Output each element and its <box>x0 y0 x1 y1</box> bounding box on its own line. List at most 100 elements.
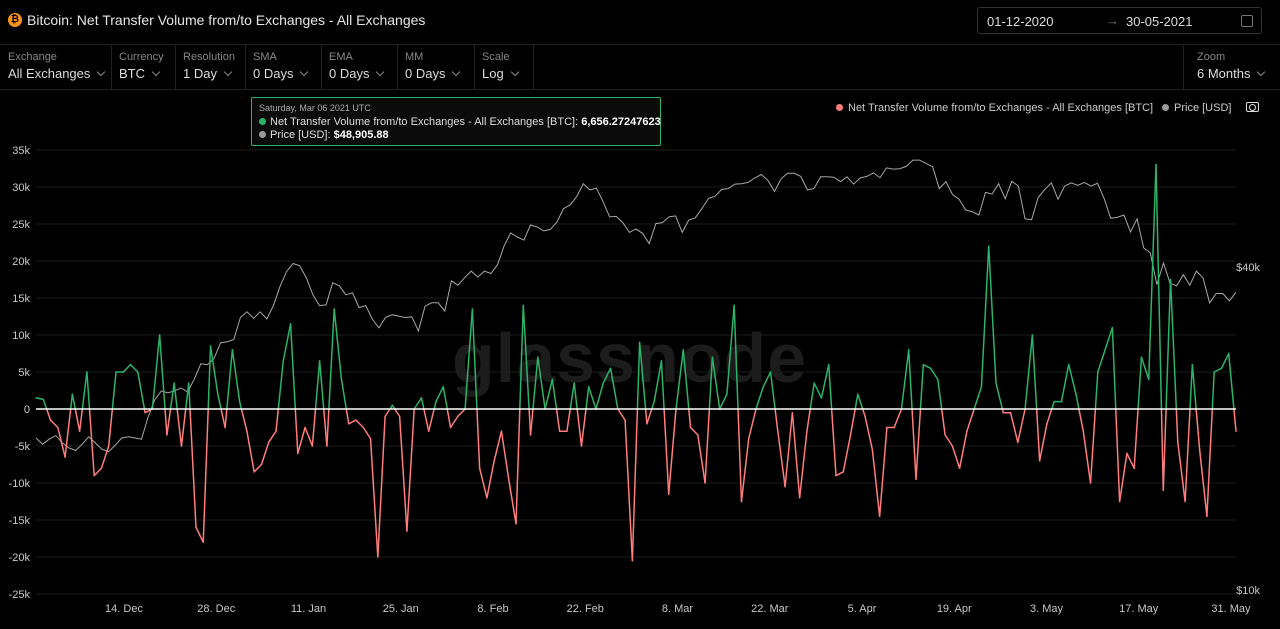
net-transfer-segment <box>1060 363 1070 403</box>
date-from[interactable]: 01-12-2020 <box>987 14 1054 29</box>
currency-label: Currency <box>119 51 164 63</box>
scale-select[interactable]: Scale Log <box>474 45 534 89</box>
net-transfer-segment <box>1162 408 1167 492</box>
net-transfer-segment <box>294 408 299 455</box>
exchange-select[interactable]: Exchange All Exchanges <box>0 45 112 89</box>
mm-value[interactable]: 0 Days <box>405 66 459 81</box>
sma-select[interactable]: SMA 0 Days <box>245 45 322 89</box>
x-tick-label: 28. Dec <box>197 603 235 615</box>
net-transfer-segment <box>35 397 45 401</box>
net-transfer-segment <box>260 441 270 466</box>
net-transfer-segment <box>1094 371 1099 410</box>
net-transfer-segment <box>755 386 765 410</box>
net-transfer-segment <box>176 408 183 447</box>
net-transfer-segment <box>922 363 932 370</box>
net-transfer-segment <box>362 426 372 440</box>
net-transfer-segment <box>929 367 939 381</box>
date-range-picker[interactable]: 01-12-2020 → 30-05-2021 <box>977 7 1262 34</box>
net-transfer-segment <box>951 445 961 469</box>
net-transfer-segment <box>1031 334 1038 410</box>
x-tick-label: 14. Dec <box>105 603 143 615</box>
arrow-right-icon: → <box>1106 13 1119 28</box>
net-transfer-segment <box>1024 334 1034 410</box>
net-transfer-segment <box>224 408 228 429</box>
camera-icon[interactable] <box>1246 102 1259 112</box>
x-tick-label: 19. Apr <box>937 603 972 615</box>
net-transfer-segment <box>328 308 335 410</box>
y-right-tick-label: $40k <box>1236 262 1260 274</box>
zoom-value[interactable]: 6 Months <box>1197 66 1264 81</box>
legend-dot <box>836 104 843 111</box>
zoom-select[interactable]: Zoom 6 Months <box>1183 45 1280 89</box>
x-tick-label: 8. Mar <box>662 603 694 615</box>
net-transfer-segment <box>809 382 815 410</box>
net-transfer-segment <box>777 430 786 488</box>
y-tick-label: -20k <box>9 552 31 564</box>
net-transfer-segment <box>537 356 546 410</box>
net-transfer-segment <box>580 408 587 447</box>
net-transfer-segment <box>911 408 917 481</box>
net-transfer-segment <box>1078 408 1085 432</box>
net-transfer-segment <box>507 478 517 525</box>
resolution-select[interactable]: Resolution 1 Day <box>175 45 246 89</box>
net-transfer-segment <box>813 382 823 399</box>
legend-item-price[interactable]: Price [USD] <box>1162 102 1231 114</box>
scale-value[interactable]: Log <box>482 66 518 81</box>
sma-value[interactable]: 0 Days <box>253 66 307 81</box>
mm-select[interactable]: MM 0 Days <box>397 45 475 89</box>
net-transfer-segment <box>587 386 597 410</box>
net-transfer-segment <box>737 408 743 503</box>
tooltip-row-net-transfer: Net Transfer Volume from/to Exchanges - … <box>259 116 661 128</box>
net-transfer-segment <box>1140 356 1150 381</box>
net-transfer-segment <box>1104 326 1114 351</box>
net-transfer-segment <box>202 408 209 543</box>
net-transfer-segment <box>88 408 95 477</box>
net-transfer-segment <box>522 304 530 410</box>
net-transfer-segment <box>893 408 903 429</box>
net-transfer-segment <box>762 371 772 388</box>
net-transfer-segment <box>246 430 255 473</box>
net-transfer-segment <box>958 430 968 469</box>
net-transfer-segment <box>569 382 575 410</box>
net-transfer-segment <box>173 382 178 410</box>
resolution-value[interactable]: 1 Day <box>183 66 231 81</box>
tooltip: Saturday, Mar 06 2021 UTC Net Transfer V… <box>251 97 661 146</box>
net-transfer-segment <box>638 341 647 410</box>
net-transfer-segment <box>107 408 114 447</box>
net-transfer-segment <box>297 426 306 455</box>
resolution-label: Resolution <box>183 51 235 63</box>
net-transfer-segment <box>915 408 922 481</box>
x-tick-label: 25. Jan <box>383 603 419 615</box>
net-transfer-segment <box>137 371 146 410</box>
net-transfer-segment <box>995 382 1004 410</box>
net-transfer-segment <box>49 419 59 429</box>
net-transfer-segment <box>435 386 445 403</box>
date-to[interactable]: 30-05-2021 <box>1126 14 1193 29</box>
net-transfer-segment <box>966 408 975 432</box>
net-transfer-segment <box>980 245 990 388</box>
net-transfer-segment <box>651 400 655 410</box>
net-transfer-segment <box>304 426 314 447</box>
currency-value[interactable]: BTC <box>119 66 159 81</box>
net-transfer-segment <box>842 434 852 473</box>
y-tick-label: 35k <box>12 145 30 157</box>
net-transfer-segment <box>987 245 997 384</box>
net-transfer-segment <box>519 304 525 410</box>
net-transfer-segment <box>973 386 983 410</box>
ema-select[interactable]: EMA 0 Days <box>321 45 398 89</box>
calendar-icon[interactable] <box>1241 15 1253 27</box>
net-transfer-segment <box>45 408 52 421</box>
currency-select[interactable]: Currency BTC <box>111 45 176 89</box>
net-transfer-segment <box>311 408 317 447</box>
net-transfer-segment <box>704 408 711 484</box>
net-transfer-segment <box>240 408 248 432</box>
net-transfer-segment <box>406 408 415 532</box>
tooltip-row-price: Price [USD]: $48,905.88 <box>259 129 389 141</box>
ema-value[interactable]: 0 Days <box>329 66 383 81</box>
net-transfer-segment <box>1147 164 1157 381</box>
legend-item-net-transfer[interactable]: Net Transfer Volume from/to Exchanges - … <box>836 102 1153 114</box>
net-transfer-segment <box>595 382 605 410</box>
net-transfer-segment <box>267 430 277 444</box>
exchange-value[interactable]: All Exchanges <box>8 66 104 81</box>
